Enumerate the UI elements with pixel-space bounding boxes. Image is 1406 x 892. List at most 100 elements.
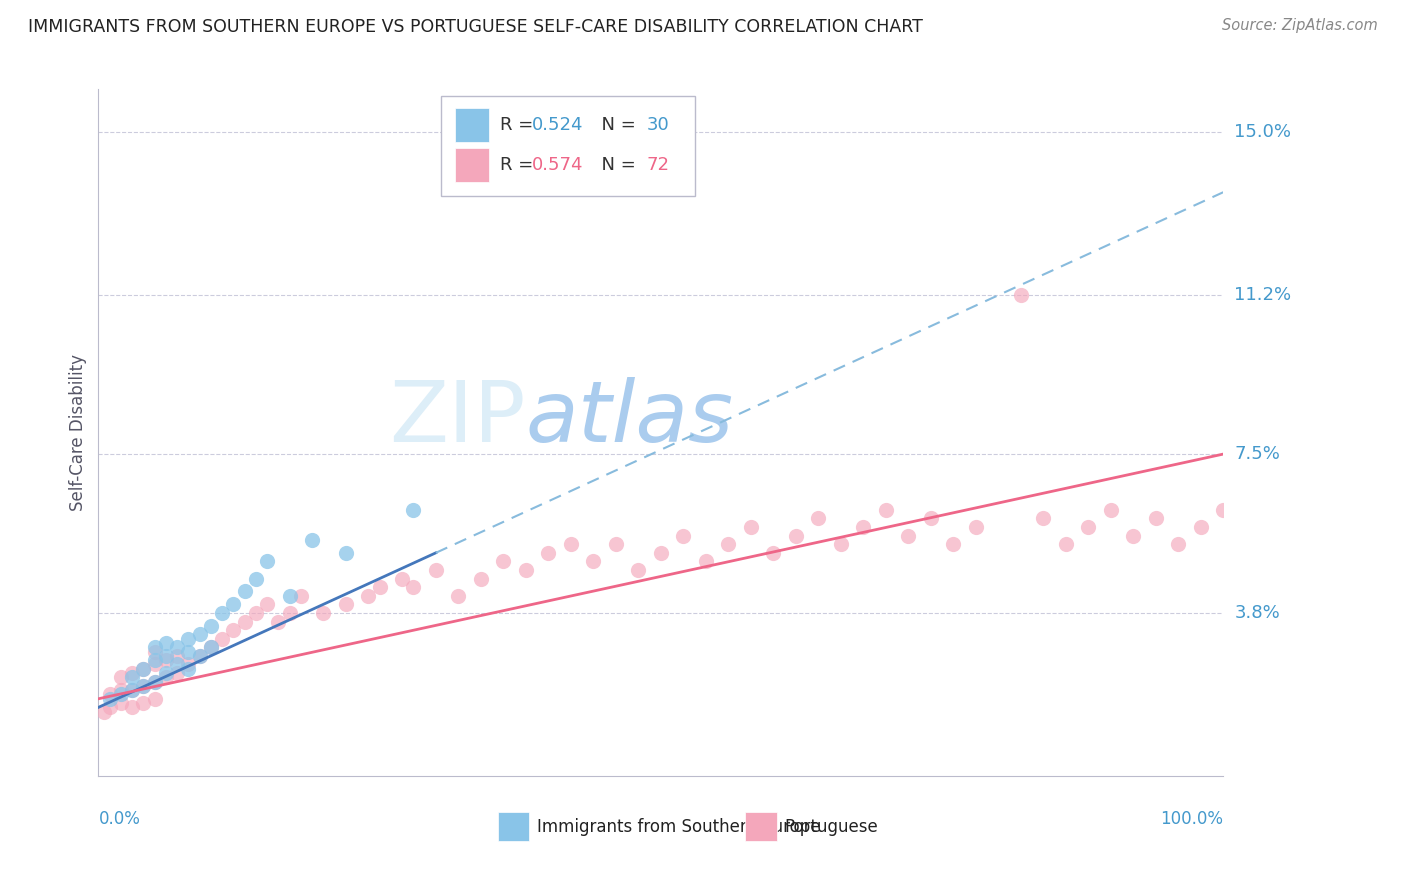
Point xyxy=(166,648,188,663)
Point xyxy=(233,615,256,629)
Point xyxy=(368,580,391,594)
Point xyxy=(357,589,380,603)
Point xyxy=(132,679,155,693)
Text: N =: N = xyxy=(591,116,641,134)
Text: 0.574: 0.574 xyxy=(531,156,583,174)
Point xyxy=(121,665,143,680)
Point xyxy=(1010,288,1032,302)
Point xyxy=(143,653,166,667)
Point xyxy=(1099,503,1122,517)
Point xyxy=(143,674,166,689)
Point xyxy=(402,580,425,594)
Text: R =: R = xyxy=(501,116,538,134)
Point xyxy=(121,700,143,714)
Point xyxy=(132,662,155,676)
Point xyxy=(200,619,222,633)
Point xyxy=(515,563,537,577)
Point xyxy=(1167,537,1189,551)
Bar xyxy=(498,813,529,841)
Point xyxy=(301,533,323,547)
Text: 72: 72 xyxy=(647,156,669,174)
Point xyxy=(155,648,177,663)
Point xyxy=(132,679,155,693)
Point xyxy=(402,503,425,517)
Point xyxy=(177,657,200,672)
Point xyxy=(155,670,177,684)
Bar xyxy=(456,147,489,182)
Point xyxy=(335,546,357,560)
Point xyxy=(233,584,256,599)
Point xyxy=(155,653,177,667)
Text: 3.8%: 3.8% xyxy=(1234,604,1279,622)
Point xyxy=(1144,511,1167,525)
Point xyxy=(222,598,245,612)
Bar xyxy=(745,813,776,841)
Point xyxy=(200,640,222,655)
FancyBboxPatch shape xyxy=(441,96,695,195)
Point xyxy=(155,665,177,680)
Point xyxy=(110,688,132,702)
Point xyxy=(188,648,211,663)
Point xyxy=(188,627,211,641)
Point xyxy=(143,644,166,658)
Point xyxy=(627,563,650,577)
Point xyxy=(897,528,920,542)
Point xyxy=(312,606,335,620)
Point xyxy=(267,615,290,629)
Point xyxy=(222,623,245,637)
Point xyxy=(121,670,143,684)
Point xyxy=(211,606,233,620)
Point xyxy=(1032,511,1054,525)
Point xyxy=(852,520,875,534)
Point xyxy=(98,688,121,702)
Point xyxy=(335,598,357,612)
Point xyxy=(166,640,188,655)
Point xyxy=(166,665,188,680)
Point xyxy=(1189,520,1212,534)
Point xyxy=(425,563,447,577)
Point xyxy=(121,683,143,698)
Point xyxy=(132,662,155,676)
Text: 15.0%: 15.0% xyxy=(1234,123,1291,141)
Point xyxy=(672,528,695,542)
Text: Portuguese: Portuguese xyxy=(785,818,879,836)
Point xyxy=(278,606,301,620)
Text: Source: ZipAtlas.com: Source: ZipAtlas.com xyxy=(1222,18,1378,33)
Point xyxy=(740,520,762,534)
Text: R =: R = xyxy=(501,156,538,174)
Point xyxy=(200,640,222,655)
Point xyxy=(965,520,987,534)
Point xyxy=(1122,528,1144,542)
Bar xyxy=(456,108,489,142)
Text: 11.2%: 11.2% xyxy=(1234,286,1292,304)
Point xyxy=(110,670,132,684)
Point xyxy=(143,691,166,706)
Point xyxy=(605,537,627,551)
Text: 30: 30 xyxy=(647,116,669,134)
Text: 7.5%: 7.5% xyxy=(1234,445,1281,463)
Point xyxy=(110,683,132,698)
Point xyxy=(143,657,166,672)
Point xyxy=(245,572,267,586)
Point xyxy=(492,554,515,568)
Point xyxy=(177,632,200,646)
Text: N =: N = xyxy=(591,156,641,174)
Point xyxy=(447,589,470,603)
Point xyxy=(177,644,200,658)
Text: ZIP: ZIP xyxy=(389,377,526,460)
Point xyxy=(1212,503,1234,517)
Point xyxy=(143,640,166,655)
Text: 0.524: 0.524 xyxy=(531,116,583,134)
Point xyxy=(132,696,155,710)
Text: atlas: atlas xyxy=(526,377,734,460)
Point xyxy=(278,589,301,603)
Point xyxy=(98,691,121,706)
Point xyxy=(942,537,965,551)
Point xyxy=(143,674,166,689)
Point xyxy=(93,705,115,719)
Point xyxy=(98,700,121,714)
Point xyxy=(177,662,200,676)
Point xyxy=(290,589,312,603)
Point xyxy=(110,696,132,710)
Point xyxy=(211,632,233,646)
